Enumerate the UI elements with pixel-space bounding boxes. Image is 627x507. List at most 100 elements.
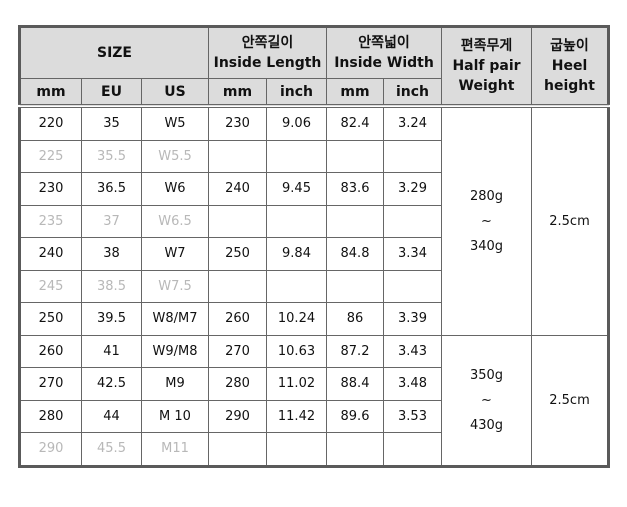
size-chart-table: SIZE 안쪽길이 Inside Length 안쪽넓이 Inside Widt… — [18, 25, 610, 468]
cell-len-in: 11.02 — [266, 367, 327, 401]
cell-len-in: 10.63 — [266, 334, 327, 368]
cell-len-in — [266, 139, 327, 173]
cell-eu: 38 — [81, 237, 142, 271]
table-row: 260 41 W9/M8 270 10.63 87.2 3.43 350g ~430g 2.5cm — [19, 334, 609, 467]
weight-ko: 편족무게 — [460, 38, 513, 54]
weight-max: 430g — [469, 417, 504, 433]
cell-us: W5 — [141, 105, 209, 141]
inside-width-en: Inside Width — [334, 55, 434, 71]
table-row: 290 45.5 M11 — [19, 432, 609, 467]
cell-len-in: 9.45 — [266, 172, 327, 206]
cell-len-mm: 250 — [208, 237, 267, 271]
inside-width-header: 안쪽넓이 Inside Width — [326, 26, 442, 79]
cell-wid-in: 3.39 — [383, 302, 442, 336]
cell-us: W6.5 — [141, 204, 209, 238]
cell-us: W6 — [141, 172, 209, 206]
cell-wid-mm: 82.4 — [326, 105, 384, 141]
cell-mm: 230 — [19, 172, 82, 206]
size-header: SIZE — [19, 26, 209, 79]
cell-wid-in — [383, 432, 442, 467]
cell-len-in — [266, 269, 327, 303]
col-width-inch: inch — [383, 78, 442, 107]
weight-en2: Weight — [458, 78, 515, 94]
cell-wid-mm — [326, 432, 384, 467]
cell-len-in: 10.24 — [266, 302, 327, 336]
cell-wid-mm — [326, 139, 384, 173]
cell-wid-in: 3.43 — [383, 334, 442, 368]
inside-length-en: Inside Length — [213, 55, 322, 71]
inside-length-ko: 안쪽길이 — [241, 35, 294, 51]
cell-wid-in: 3.48 — [383, 367, 442, 401]
cell-len-mm: 260 — [208, 302, 267, 336]
cell-wid-in: 3.24 — [383, 105, 442, 141]
cell-eu: 42.5 — [81, 367, 142, 401]
size-header-label: SIZE — [96, 45, 132, 61]
cell-wid-in: 3.34 — [383, 237, 442, 271]
table-row: 225 35.5 W5.5 — [19, 139, 609, 173]
cell-eu: 41 — [81, 334, 142, 368]
cell-mm: 220 — [19, 105, 82, 141]
cell-mm: 245 — [19, 269, 82, 303]
cell-len-mm: 240 — [208, 172, 267, 206]
cell-us: W8/M7 — [141, 302, 209, 336]
cell-mm: 270 — [19, 367, 82, 401]
cell-len-mm: 230 — [208, 105, 267, 141]
cell-len-mm — [208, 204, 267, 238]
cell-wid-in — [383, 204, 442, 238]
cell-wid-mm — [326, 204, 384, 238]
cell-wid-mm: 84.8 — [326, 237, 384, 271]
heel-ko: 굽높이 — [550, 38, 589, 54]
cell-us: M11 — [141, 432, 209, 467]
cell-us: W9/M8 — [141, 334, 209, 368]
cell-mm: 290 — [19, 432, 82, 467]
cell-mm: 235 — [19, 204, 82, 238]
cell-us: W7.5 — [141, 269, 209, 303]
cell-len-in: 9.84 — [266, 237, 327, 271]
cell-len-in: 11.42 — [266, 399, 327, 433]
inside-width-ko: 안쪽넓이 — [358, 35, 410, 51]
cell-len-in: 9.06 — [266, 105, 327, 141]
cell-us: W5.5 — [141, 139, 209, 173]
heel-height-cell: 2.5cm — [531, 334, 609, 467]
cell-wid-mm: 87.2 — [326, 334, 384, 368]
col-width-mm: mm — [326, 78, 384, 107]
col-length-inch: inch — [266, 78, 327, 107]
cell-us: M 10 — [141, 399, 209, 433]
col-eu: EU — [81, 78, 142, 107]
cell-wid-mm: 89.6 — [326, 399, 384, 433]
col-length-mm: mm — [208, 78, 267, 107]
table-row: 270 42.5 M9 280 11.02 88.4 3.48 — [19, 367, 609, 401]
table-body: 220 35 W5 230 9.06 82.4 3.24 280g ~340g 2.5cm 225 3… — [19, 105, 609, 467]
cell-mm: 260 — [19, 334, 82, 368]
cell-mm: 225 — [19, 139, 82, 173]
cell-wid-in — [383, 139, 442, 173]
cell-len-mm — [208, 139, 267, 173]
cell-wid-mm: 88.4 — [326, 367, 384, 401]
col-us: US — [141, 78, 209, 107]
weight-en1: Half pair — [452, 58, 521, 74]
table-row: 235 37 W6.5 — [19, 204, 609, 238]
range-tilde: ~ — [481, 213, 492, 229]
cell-len-mm: 270 — [208, 334, 267, 368]
cell-wid-in — [383, 269, 442, 303]
cell-us: M9 — [141, 367, 209, 401]
weight-header: 편족무게 Half pair Weight — [441, 26, 532, 107]
weight-cell: 280g ~340g — [441, 105, 532, 336]
cell-eu: 38.5 — [81, 269, 142, 303]
table-row: 220 35 W5 230 9.06 82.4 3.24 280g ~340g 2.5cm — [19, 105, 609, 336]
cell-eu: 45.5 — [81, 432, 142, 467]
cell-wid-in: 3.29 — [383, 172, 442, 206]
cell-mm: 240 — [19, 237, 82, 271]
range-tilde: ~ — [481, 392, 492, 408]
cell-wid-mm — [326, 269, 384, 303]
weight-min: 280g — [469, 188, 504, 204]
cell-eu: 35 — [81, 105, 142, 141]
heel-en1: Heel — [551, 58, 588, 74]
heel-en2: height — [544, 78, 595, 94]
cell-eu: 39.5 — [81, 302, 142, 336]
heel-header: 굽높이 Heel height — [531, 26, 609, 107]
cell-wid-mm: 86 — [326, 302, 384, 336]
cell-len-mm — [208, 432, 267, 467]
cell-eu: 36.5 — [81, 172, 142, 206]
cell-len-mm: 280 — [208, 367, 267, 401]
